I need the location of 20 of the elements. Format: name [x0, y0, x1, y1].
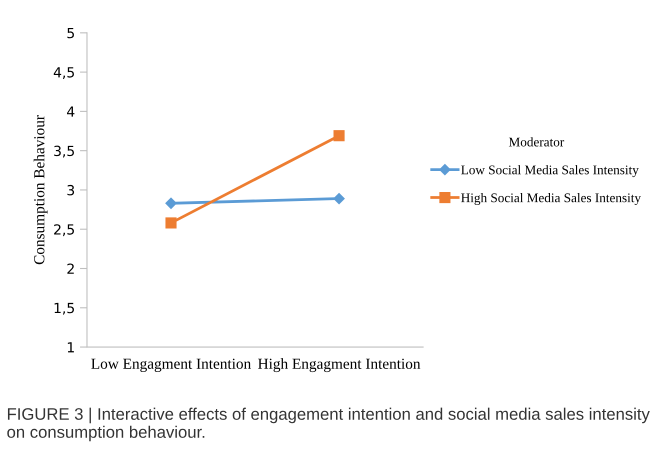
- y-tick-label: 1,5: [54, 302, 74, 315]
- legend-label: High Social Media Sales Intensity: [461, 192, 641, 205]
- y-tick-label: 2,5: [54, 224, 74, 236]
- point: [165, 217, 177, 228]
- legend-title: Moderator: [508, 137, 564, 146]
- y-tick-label: 2: [67, 263, 74, 274]
- caption: FIGURE 3 | Interactive effects of engagement intention and social media sales intensity on consumption behaviour.: [7, 408, 650, 442]
- y-tick-label: 5: [67, 28, 74, 38]
- y-tick-label: 3,5: [54, 146, 74, 158]
- y-tick-label: 4,5: [54, 67, 74, 79]
- x-tick-label: High Engagment Intention: [258, 358, 420, 372]
- y-tick-label: 3: [67, 184, 74, 196]
- point: [165, 198, 177, 209]
- legend-label: Low Social Media Sales Intensity: [461, 165, 639, 178]
- point: [333, 192, 345, 204]
- y-tick-label: 4: [67, 106, 74, 117]
- x-tick-label: Low Engagment Intention: [91, 358, 251, 372]
- point: [334, 130, 345, 142]
- y-axis-title: Consumption Behaviour: [34, 115, 48, 264]
- y-tick-label: 1: [68, 342, 74, 352]
